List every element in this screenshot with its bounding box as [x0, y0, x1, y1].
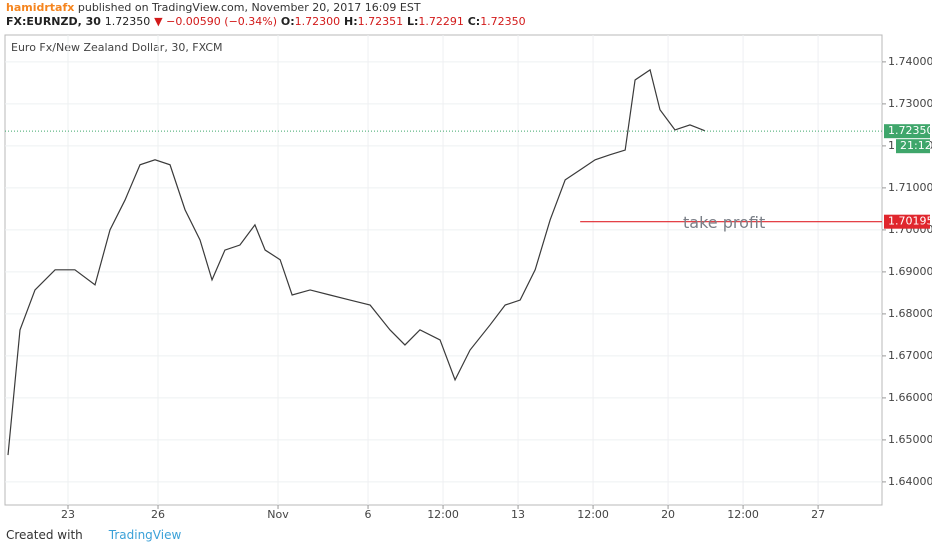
c: 1.72350 — [480, 15, 526, 28]
y-tick-label: 1.67000 — [888, 349, 932, 362]
current-price-tag — [884, 124, 930, 139]
author[interactable]: hamidrtafx — [6, 1, 75, 14]
take-profit-text: take profit — [683, 213, 765, 232]
created: Created with — [6, 528, 83, 542]
h: 1.72351 — [357, 15, 404, 28]
publish-line: hamidrtafx published on TradingView.com,… — [6, 1, 421, 14]
symbol: FX:EURNZD, 30 — [6, 15, 101, 28]
x-tick-label: 27 — [811, 508, 825, 520]
footer: Created with TradingView — [6, 528, 181, 542]
take-profit-tag — [884, 214, 930, 229]
change: ▼ −0.00590 (−0.34%) — [154, 15, 278, 28]
x-tick-label: 6 — [365, 508, 372, 520]
y-tick-label: 1.69000 — [888, 265, 932, 278]
x-tick-label: 12:00 — [427, 508, 459, 520]
x-tick-label: 23 — [61, 508, 75, 520]
countdown-tag — [896, 139, 930, 154]
published: published on TradingView.com, November 2… — [77, 1, 421, 14]
l-label: L: — [406, 15, 419, 28]
y-tick-label: 1.65000 — [888, 433, 932, 446]
y-tick-label: 1.64000 — [888, 475, 932, 488]
x-tick-label: 12:00 — [577, 508, 609, 520]
x-tick-label: 26 — [151, 508, 165, 520]
x-tick-label: 20 — [661, 508, 675, 520]
current-price-label: 1.72350 — [888, 124, 932, 137]
last: 1.72350 — [104, 15, 151, 28]
countdown: 21:12 — [900, 139, 932, 152]
c-label: C: — [467, 15, 481, 28]
y-tick-label: 1.74000 — [888, 55, 932, 68]
y-tick-label: 1.73000 — [888, 97, 932, 110]
take-profit-price: 1.70195 — [888, 215, 932, 228]
l: 1.72291 — [418, 15, 464, 28]
x-tick-label: Nov — [267, 508, 289, 520]
h-label: H: — [343, 15, 358, 28]
o-label: O: — [280, 15, 295, 28]
x-tick-label: 12:00 — [727, 508, 759, 520]
chart: Euro Fx/New Zealand Dollar, 30, FXCM 1.6… — [4, 34, 932, 520]
price-line — [7, 68, 706, 456]
x-tick-label: 13 — [511, 508, 525, 520]
chart-title: Euro Fx/New Zealand Dollar, 30, FXCM — [11, 41, 223, 54]
y-tick-label: 1.66000 — [888, 391, 932, 404]
y-tick-label: 1.68000 — [888, 307, 932, 320]
symbol-line: FX:EURNZD, 30 1.72350 ▼ −0.00590 (−0.34%… — [6, 15, 526, 28]
brand[interactable]: TradingView — [108, 528, 182, 542]
y-tick-label: 1.71000 — [888, 181, 932, 194]
o: 1.72300 — [294, 15, 341, 28]
